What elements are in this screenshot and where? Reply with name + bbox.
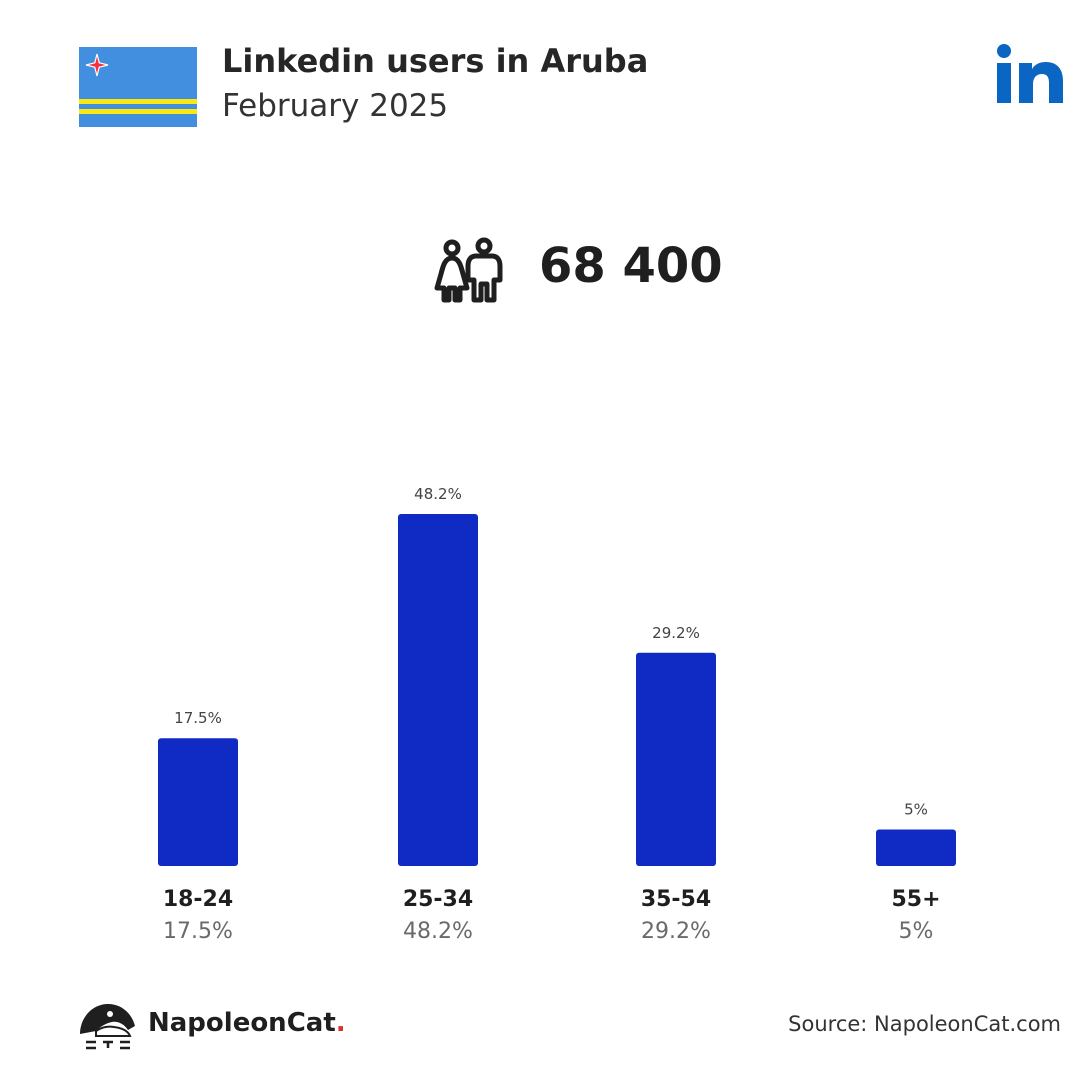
category-percent-label: 48.2% [403, 919, 473, 944]
total-users-value: 68 400 [539, 238, 723, 294]
source-credit: Source: NapoleonCat.com [788, 1012, 1061, 1036]
people-icon [434, 237, 503, 303]
category-label: 25-34 [403, 887, 473, 912]
bar-value-label: 48.2% [414, 485, 462, 503]
brand-name-text: NapoleonCat [148, 1008, 336, 1038]
napoleoncat-logo-icon [80, 1004, 135, 1050]
category-label: 35-54 [641, 887, 711, 912]
bar-35-54 [636, 652, 716, 866]
bar-55+ [876, 829, 956, 866]
category-percent-label: 29.2% [641, 919, 711, 944]
linkedin-logo-icon [997, 44, 1063, 103]
category-percent-label: 17.5% [163, 919, 233, 944]
bar-18-24 [158, 738, 238, 866]
category-label: 18-24 [163, 887, 233, 912]
bar-value-label: 29.2% [652, 624, 700, 642]
page-subtitle: February 2025 [222, 88, 449, 124]
bar-value-label: 5% [904, 800, 928, 818]
brand-name: NapoleonCat. [148, 1008, 346, 1038]
bar-value-label: 17.5% [174, 709, 222, 727]
category-label: 55+ [891, 887, 940, 912]
page-title: Linkedin users in Aruba [222, 42, 649, 80]
category-percent-label: 5% [899, 919, 934, 944]
brand-dot: . [335, 1008, 346, 1038]
aruba-flag-icon [79, 47, 197, 127]
bar-25-34 [398, 514, 478, 866]
